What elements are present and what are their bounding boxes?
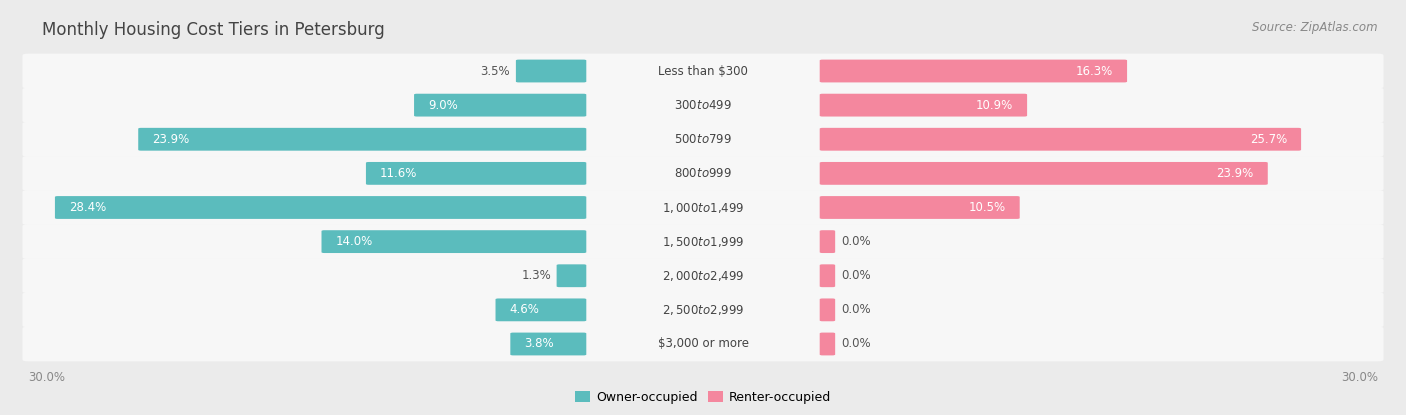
FancyBboxPatch shape: [366, 162, 586, 185]
FancyBboxPatch shape: [22, 54, 1384, 88]
Text: Source: ZipAtlas.com: Source: ZipAtlas.com: [1253, 21, 1378, 34]
FancyBboxPatch shape: [138, 128, 586, 151]
FancyBboxPatch shape: [22, 122, 1384, 156]
Text: 9.0%: 9.0%: [429, 99, 458, 112]
Text: $1,500 to $1,999: $1,500 to $1,999: [662, 234, 744, 249]
Text: 1.3%: 1.3%: [522, 269, 551, 282]
Text: 0.0%: 0.0%: [841, 303, 870, 316]
FancyBboxPatch shape: [820, 128, 1301, 151]
FancyBboxPatch shape: [820, 230, 835, 253]
Text: 23.9%: 23.9%: [1216, 167, 1254, 180]
FancyBboxPatch shape: [22, 156, 1384, 191]
FancyBboxPatch shape: [820, 332, 835, 355]
FancyBboxPatch shape: [510, 332, 586, 355]
Text: $300 to $499: $300 to $499: [673, 99, 733, 112]
Text: 3.8%: 3.8%: [524, 337, 554, 351]
FancyBboxPatch shape: [820, 264, 835, 287]
Text: 0.0%: 0.0%: [841, 269, 870, 282]
FancyBboxPatch shape: [413, 94, 586, 117]
FancyBboxPatch shape: [22, 88, 1384, 122]
FancyBboxPatch shape: [495, 298, 586, 321]
Text: $2,000 to $2,499: $2,000 to $2,499: [662, 269, 744, 283]
Text: 25.7%: 25.7%: [1250, 133, 1286, 146]
Text: 28.4%: 28.4%: [69, 201, 107, 214]
FancyBboxPatch shape: [22, 190, 1384, 225]
Text: 10.9%: 10.9%: [976, 99, 1014, 112]
FancyBboxPatch shape: [322, 230, 586, 253]
Text: $3,000 or more: $3,000 or more: [658, 337, 748, 351]
Text: $2,500 to $2,999: $2,500 to $2,999: [662, 303, 744, 317]
FancyBboxPatch shape: [22, 293, 1384, 327]
FancyBboxPatch shape: [820, 60, 1128, 83]
Text: 3.5%: 3.5%: [481, 64, 510, 78]
FancyBboxPatch shape: [55, 196, 586, 219]
FancyBboxPatch shape: [820, 196, 1019, 219]
Text: 0.0%: 0.0%: [841, 337, 870, 351]
FancyBboxPatch shape: [22, 327, 1384, 361]
Legend: Owner-occupied, Renter-occupied: Owner-occupied, Renter-occupied: [569, 386, 837, 409]
Text: 23.9%: 23.9%: [152, 133, 190, 146]
Text: 30.0%: 30.0%: [28, 371, 65, 384]
Text: 30.0%: 30.0%: [1341, 371, 1378, 384]
FancyBboxPatch shape: [22, 259, 1384, 293]
Text: 14.0%: 14.0%: [336, 235, 373, 248]
FancyBboxPatch shape: [820, 298, 835, 321]
Text: 0.0%: 0.0%: [841, 235, 870, 248]
Text: Monthly Housing Cost Tiers in Petersburg: Monthly Housing Cost Tiers in Petersburg: [42, 21, 385, 39]
Text: 11.6%: 11.6%: [380, 167, 418, 180]
Text: 4.6%: 4.6%: [509, 303, 540, 316]
FancyBboxPatch shape: [820, 94, 1028, 117]
FancyBboxPatch shape: [820, 162, 1268, 185]
FancyBboxPatch shape: [22, 224, 1384, 259]
Text: Less than $300: Less than $300: [658, 64, 748, 78]
Text: 10.5%: 10.5%: [969, 201, 1005, 214]
FancyBboxPatch shape: [557, 264, 586, 287]
Text: $1,000 to $1,499: $1,000 to $1,499: [662, 200, 744, 215]
Text: $800 to $999: $800 to $999: [673, 167, 733, 180]
FancyBboxPatch shape: [516, 60, 586, 83]
Text: $500 to $799: $500 to $799: [673, 133, 733, 146]
Text: 16.3%: 16.3%: [1076, 64, 1114, 78]
